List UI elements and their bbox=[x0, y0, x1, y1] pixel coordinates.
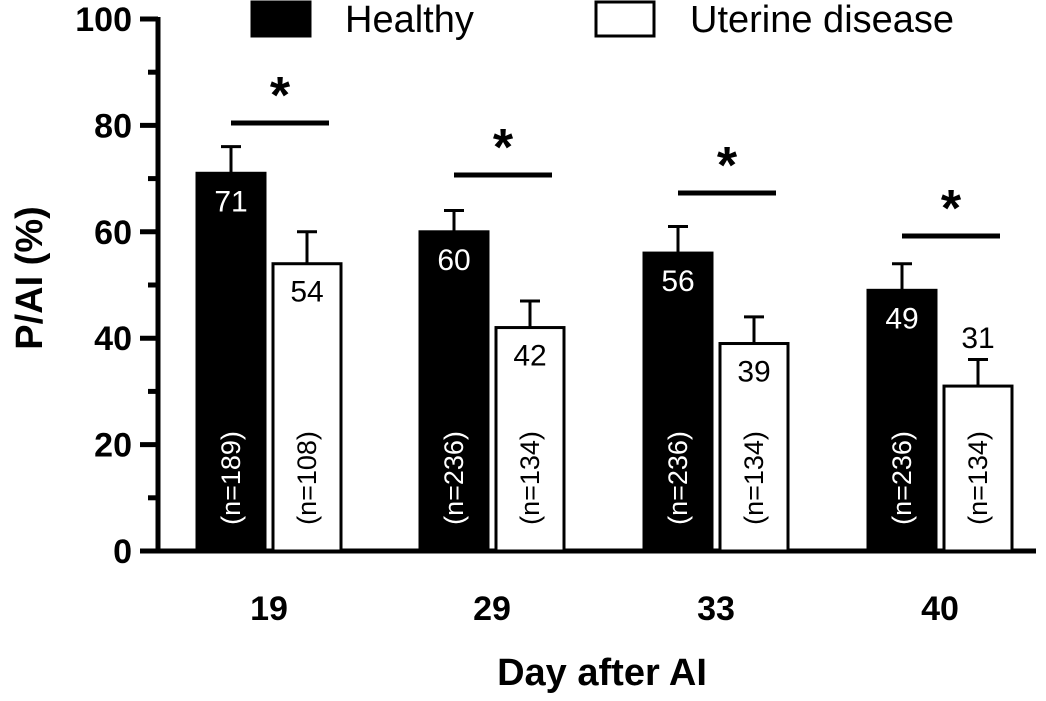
x-tick-label: 40 bbox=[921, 590, 959, 628]
x-tick-label: 19 bbox=[250, 590, 288, 628]
n-label: (n=134) bbox=[515, 431, 545, 525]
x-tick-label: 29 bbox=[473, 590, 511, 628]
legend-label: Uterine disease bbox=[690, 0, 954, 41]
bars: 71 (n=189) 54 (n=108) 60 (n=236) 42 (n=134) 56 (n… bbox=[195, 67, 1014, 553]
data-label: 56 bbox=[661, 265, 694, 298]
data-label: 71 bbox=[214, 185, 247, 218]
bar bbox=[418, 230, 490, 553]
n-label: (n=189) bbox=[216, 431, 246, 525]
significance-star: * bbox=[493, 119, 514, 177]
y-tick-label: 20 bbox=[94, 427, 132, 465]
bar bbox=[642, 251, 714, 553]
x-tick-label: 33 bbox=[697, 590, 735, 628]
y-tick-label: 0 bbox=[113, 533, 132, 571]
data-label: 31 bbox=[961, 322, 994, 355]
n-label: (n=236) bbox=[439, 431, 469, 525]
y-tick-label: 40 bbox=[94, 320, 132, 358]
data-label: 42 bbox=[513, 340, 546, 373]
x-axis-title: Day after AI bbox=[497, 652, 707, 694]
bar bbox=[494, 326, 566, 553]
n-label: (n=134) bbox=[739, 431, 769, 525]
significance-star: * bbox=[941, 180, 962, 238]
x-axis: 19 29 33 40 bbox=[156, 548, 1036, 628]
data-label: 60 bbox=[437, 244, 470, 277]
y-tick-label: 60 bbox=[94, 214, 132, 252]
n-label: (n=134) bbox=[963, 431, 993, 525]
data-label: 39 bbox=[737, 356, 770, 389]
legend-label: Healthy bbox=[345, 0, 474, 41]
legend-swatch bbox=[594, 0, 656, 38]
n-label: (n=108) bbox=[292, 431, 322, 525]
bar bbox=[195, 171, 267, 553]
n-label: (n=236) bbox=[663, 431, 693, 525]
y-axis: 0 20 40 60 80 100 bbox=[75, 1, 161, 571]
bar bbox=[718, 342, 790, 553]
significance-star: * bbox=[717, 137, 738, 195]
n-label: (n=236) bbox=[887, 431, 917, 525]
data-label: 49 bbox=[885, 302, 918, 335]
significance-star: * bbox=[270, 67, 291, 125]
y-axis-title: P/AI (%) bbox=[9, 206, 51, 350]
data-label: 54 bbox=[290, 276, 323, 309]
y-tick-label: 80 bbox=[94, 107, 132, 145]
bar bbox=[866, 288, 938, 553]
legend: Healthy Uterine disease bbox=[250, 0, 954, 41]
legend-swatch bbox=[250, 0, 312, 38]
y-tick-label: 100 bbox=[75, 1, 132, 39]
